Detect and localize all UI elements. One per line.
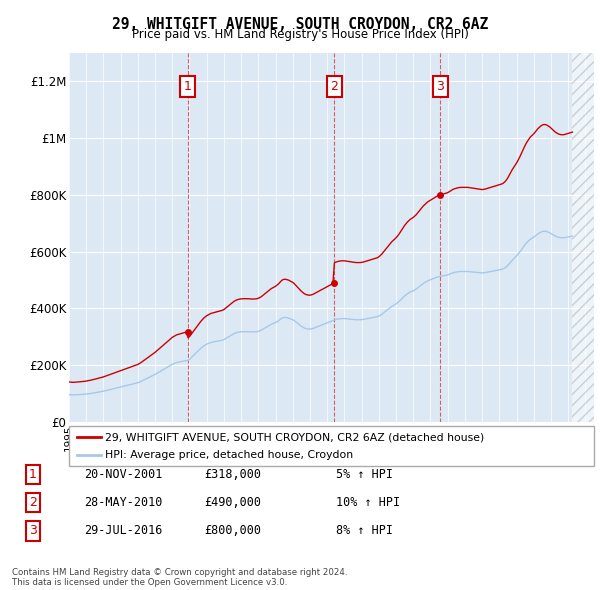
Text: HPI: Average price, detached house, Croydon: HPI: Average price, detached house, Croy…	[105, 450, 353, 460]
Text: 3: 3	[29, 525, 37, 537]
Text: 28-MAY-2010: 28-MAY-2010	[84, 496, 163, 509]
Text: Price paid vs. HM Land Registry's House Price Index (HPI): Price paid vs. HM Land Registry's House …	[131, 28, 469, 41]
Text: 8% ↑ HPI: 8% ↑ HPI	[336, 525, 393, 537]
Text: 5% ↑ HPI: 5% ↑ HPI	[336, 468, 393, 481]
Text: £490,000: £490,000	[204, 496, 261, 509]
Text: 1: 1	[29, 468, 37, 481]
Text: 10% ↑ HPI: 10% ↑ HPI	[336, 496, 400, 509]
Text: 1: 1	[184, 80, 191, 93]
Text: 20-NOV-2001: 20-NOV-2001	[84, 468, 163, 481]
Text: £318,000: £318,000	[204, 468, 261, 481]
Text: 29, WHITGIFT AVENUE, SOUTH CROYDON, CR2 6AZ (detached house): 29, WHITGIFT AVENUE, SOUTH CROYDON, CR2 …	[105, 432, 484, 442]
Text: 2: 2	[29, 496, 37, 509]
Text: 29-JUL-2016: 29-JUL-2016	[84, 525, 163, 537]
Text: £800,000: £800,000	[204, 525, 261, 537]
Text: Contains HM Land Registry data © Crown copyright and database right 2024.
This d: Contains HM Land Registry data © Crown c…	[12, 568, 347, 587]
Text: 3: 3	[436, 80, 445, 93]
Text: 29, WHITGIFT AVENUE, SOUTH CROYDON, CR2 6AZ: 29, WHITGIFT AVENUE, SOUTH CROYDON, CR2 …	[112, 17, 488, 31]
Text: 2: 2	[331, 80, 338, 93]
